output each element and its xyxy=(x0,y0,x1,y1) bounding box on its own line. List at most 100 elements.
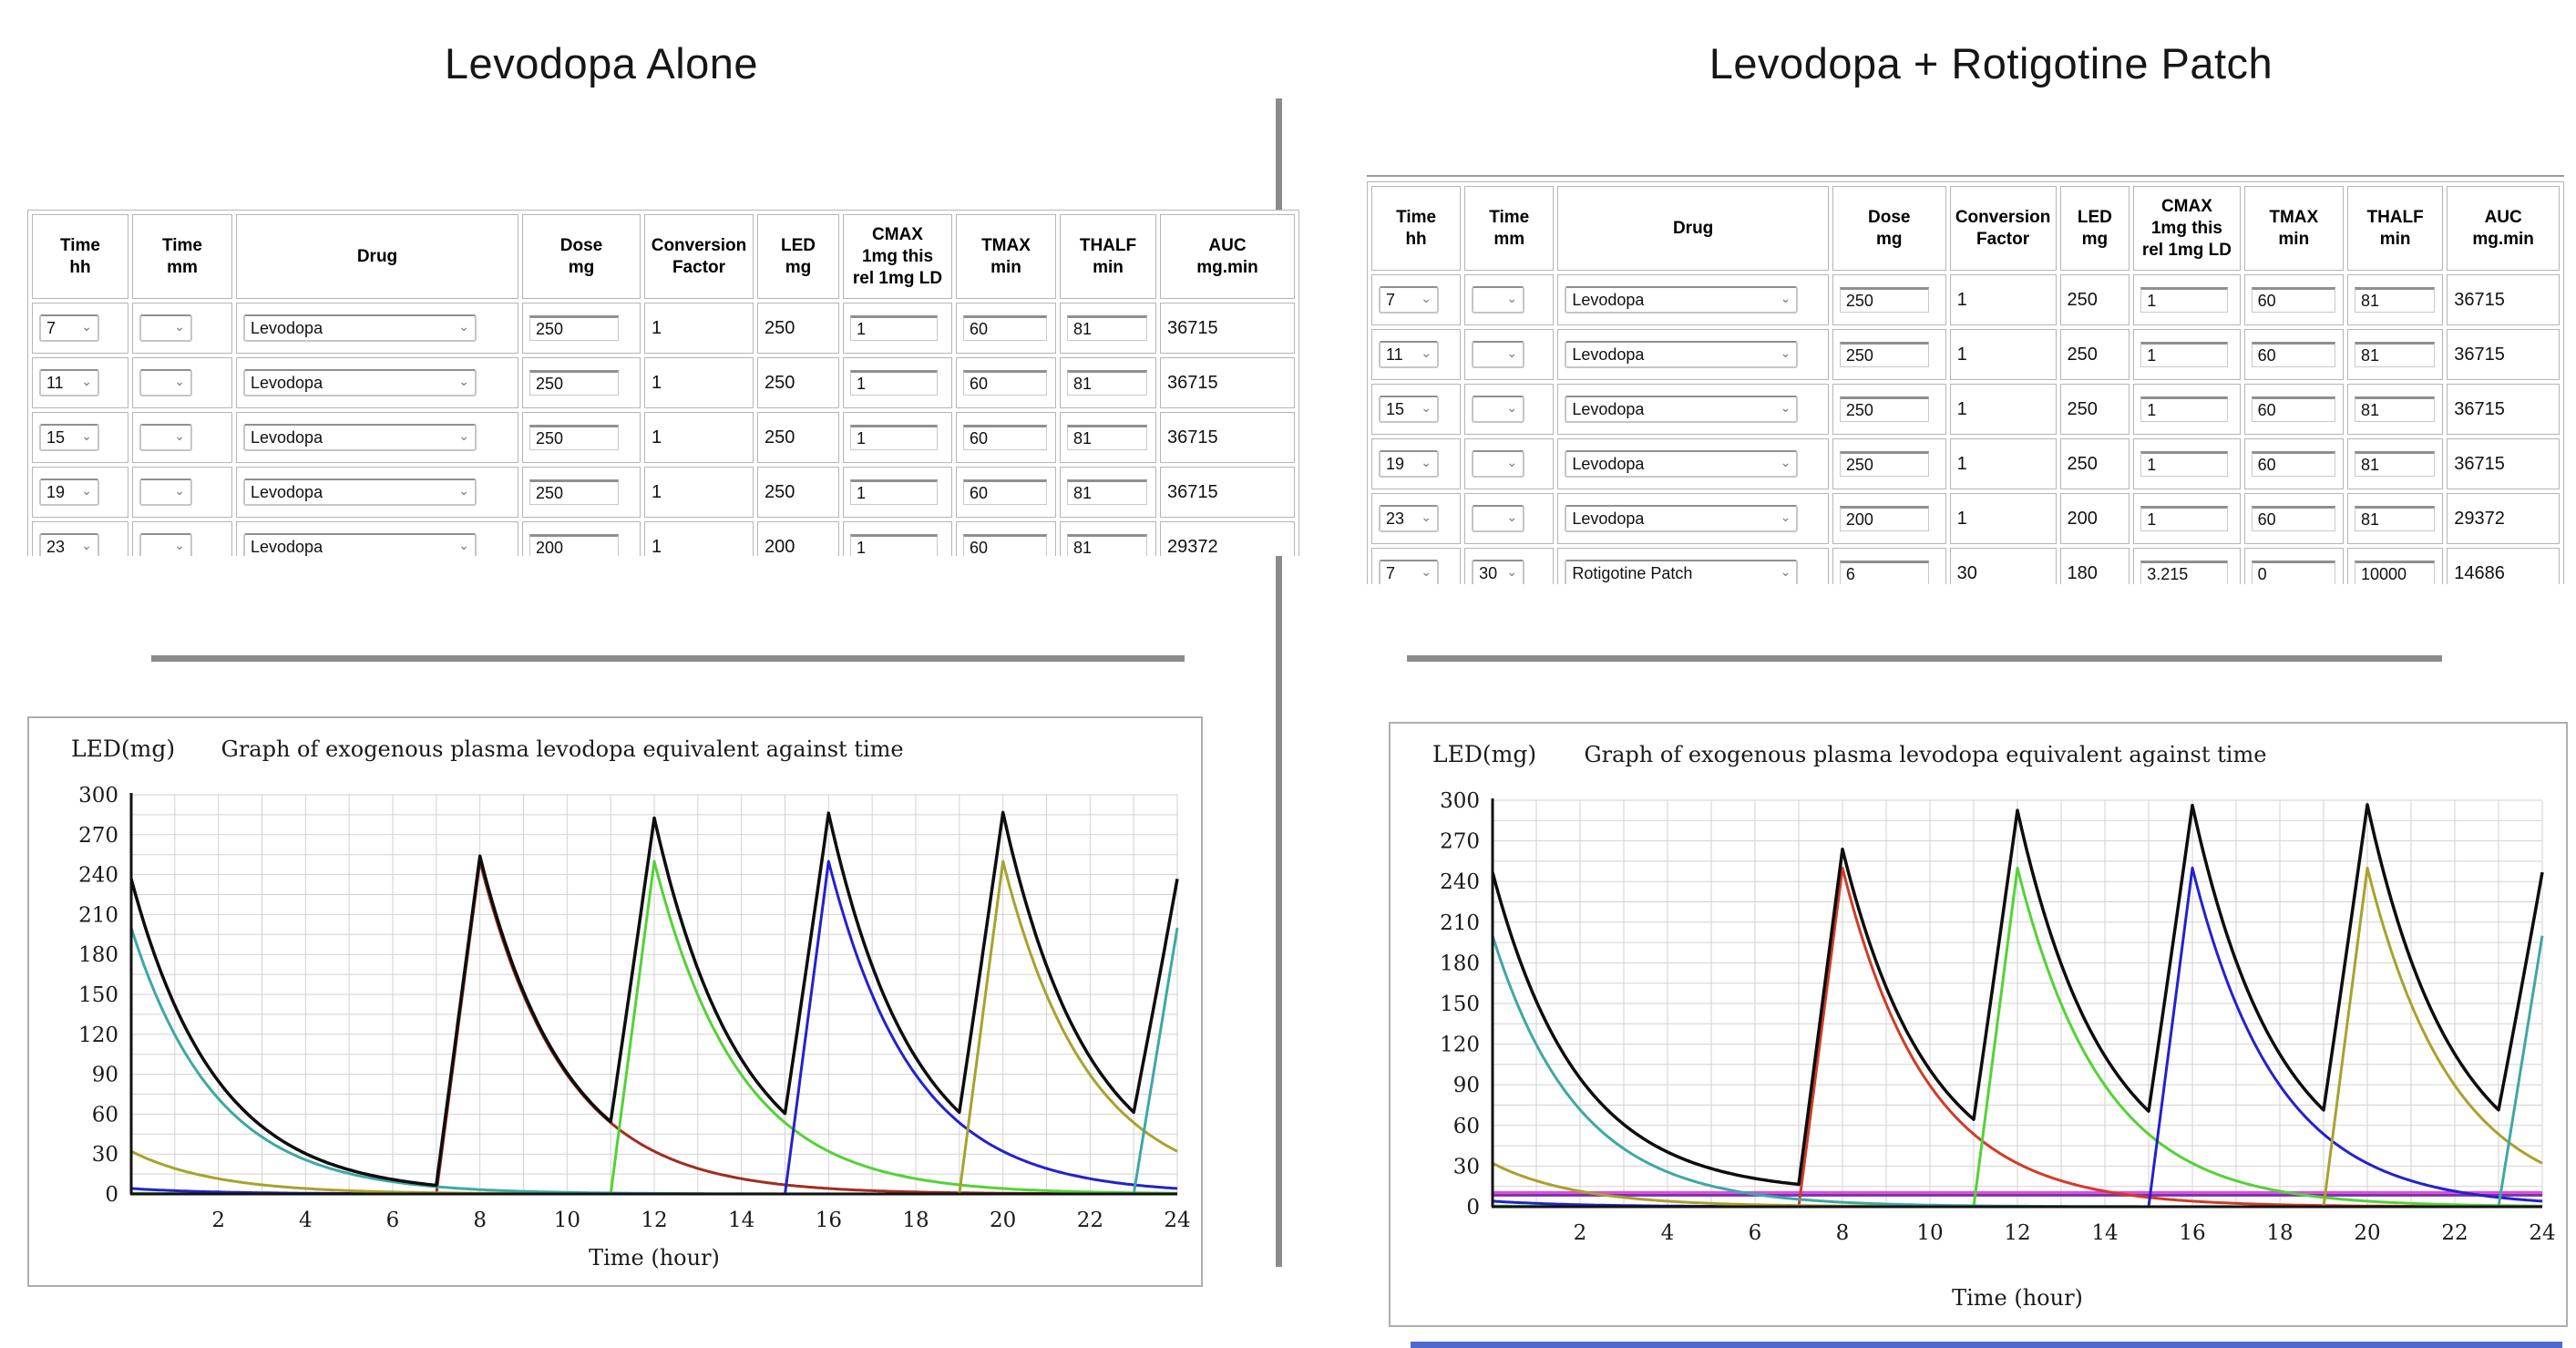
drug-select[interactable]: Rotigotine Patch ⌄ xyxy=(1565,560,1799,584)
thalf-input[interactable]: 81 xyxy=(1067,534,1147,556)
thalf-input[interactable]: 81 xyxy=(2354,342,2435,368)
chevron-down-icon: ⌄ xyxy=(458,428,469,444)
cmax-input[interactable]: 1 xyxy=(850,315,938,342)
thalf-input[interactable]: 81 xyxy=(2354,506,2435,532)
hh-select[interactable]: 23 ⌄ xyxy=(1379,505,1439,533)
dose-input[interactable]: 250 xyxy=(529,315,619,342)
drug-select[interactable]: Levodopa ⌄ xyxy=(1565,396,1799,424)
y-axis-label: LED(mg) xyxy=(71,736,175,762)
tmax-input[interactable]: 0 xyxy=(2251,561,2335,584)
thalf-input[interactable]: 81 xyxy=(1067,315,1147,342)
cmax-input[interactable]: 1 xyxy=(850,534,938,556)
thalf-input[interactable]: 81 xyxy=(1067,370,1147,396)
dose-input[interactable]: 250 xyxy=(529,370,619,396)
drug-select[interactable]: Levodopa ⌄ xyxy=(243,369,477,397)
y-axis-label: LED(mg) xyxy=(1432,741,1536,767)
drug-select[interactable]: Levodopa ⌄ xyxy=(243,533,477,556)
thalf-input[interactable]: 81 xyxy=(2354,287,2435,314)
hh-select[interactable]: 19 ⌄ xyxy=(39,478,99,507)
y-tick-label: 0 xyxy=(105,1183,118,1207)
dose-input[interactable]: 250 xyxy=(1839,396,1929,423)
chevron-down-icon: ⌄ xyxy=(458,483,469,499)
thalf-input[interactable]: 81 xyxy=(1067,425,1147,451)
thalf-input[interactable]: 81 xyxy=(1067,479,1147,506)
drug-select[interactable]: Levodopa ⌄ xyxy=(243,314,477,343)
mm-select[interactable]: ⌄ xyxy=(139,314,192,343)
tmax-input[interactable]: 60 xyxy=(963,479,1047,506)
cmax-input[interactable]: 1 xyxy=(2140,342,2229,368)
tmax-input[interactable]: 60 xyxy=(2251,506,2335,532)
cmax-input[interactable]: 3.215 xyxy=(2140,561,2229,584)
dose-input[interactable]: 250 xyxy=(1839,342,1929,368)
mm-select[interactable]: ⌄ xyxy=(139,533,192,556)
dose-input[interactable]: 250 xyxy=(1839,451,1929,478)
cmax-input[interactable]: 1 xyxy=(2140,287,2229,314)
thalf-input[interactable]: 81 xyxy=(2354,451,2435,478)
drug-select[interactable]: Levodopa ⌄ xyxy=(1565,286,1799,314)
cell-drug: Levodopa ⌄ xyxy=(1557,493,1829,545)
tmax-input[interactable]: 60 xyxy=(2251,287,2335,314)
hh-select[interactable]: 15 ⌄ xyxy=(1379,396,1439,424)
drug-select[interactable]: Levodopa ⌄ xyxy=(243,424,477,452)
cmax-input[interactable]: 1 xyxy=(850,370,938,396)
drug-select[interactable]: Levodopa ⌄ xyxy=(1565,450,1799,478)
hh-select[interactable]: 11 ⌄ xyxy=(1379,341,1439,369)
dose-input[interactable]: 250 xyxy=(529,479,619,506)
dose-input[interactable]: 200 xyxy=(1839,506,1929,532)
cell-dose: 250 xyxy=(522,303,641,355)
cmax-input[interactable]: 1 xyxy=(2140,506,2229,532)
hh-select[interactable]: 19 ⌄ xyxy=(1379,450,1439,478)
cmax-input[interactable]: 1 xyxy=(2140,396,2229,423)
x-tick-label: 18 xyxy=(902,1209,929,1232)
auc-value: 29372 xyxy=(1167,536,1218,556)
dose-input[interactable]: 200 xyxy=(529,534,619,556)
cmax-input[interactable]: 1 xyxy=(850,479,938,506)
dose-input[interactable]: 250 xyxy=(1839,287,1929,314)
cell-cf: 1 xyxy=(1949,438,2057,490)
chevron-down-icon: ⌄ xyxy=(81,483,92,499)
cell-cmax: 1 xyxy=(843,521,952,556)
auc-value: 36715 xyxy=(2454,398,2505,419)
cell-cmax: 1 xyxy=(2133,493,2241,545)
drug-select[interactable]: Levodopa ⌄ xyxy=(243,478,477,507)
mm-select[interactable]: ⌄ xyxy=(139,369,192,397)
mm-select[interactable]: ⌄ xyxy=(1472,505,1525,533)
cf-value: 30 xyxy=(1956,562,1977,583)
tmax-input[interactable]: 60 xyxy=(963,370,1047,396)
drug-select[interactable]: Levodopa ⌄ xyxy=(1565,505,1799,533)
chevron-down-icon: ⌄ xyxy=(1506,345,1518,361)
cmax-input[interactable]: 1 xyxy=(2140,451,2229,478)
col-header-thalf: THALF min xyxy=(1060,214,1156,300)
cell-mm: ⌄ xyxy=(132,521,232,556)
cell-hh: 7 ⌄ xyxy=(1371,274,1462,326)
mm-select[interactable]: ⌄ xyxy=(1472,341,1525,369)
hh-select[interactable]: 7 ⌄ xyxy=(1379,286,1439,314)
col-header-auc: AUC mg.min xyxy=(2447,186,2560,272)
cell-thalf: 81 xyxy=(2346,274,2444,326)
tmax-input[interactable]: 60 xyxy=(2251,451,2335,478)
thalf-input[interactable]: 81 xyxy=(2354,396,2435,423)
tmax-input[interactable]: 60 xyxy=(2251,342,2335,368)
tmax-input[interactable]: 60 xyxy=(963,425,1047,451)
mm-select[interactable]: ⌄ xyxy=(1472,450,1525,478)
mm-select[interactable]: ⌄ xyxy=(1472,286,1525,314)
dose-input[interactable]: 250 xyxy=(529,425,619,451)
tmax-input[interactable]: 60 xyxy=(963,315,1047,342)
left-led-chart: LED(mg) Graph of exogenous plasma levodop… xyxy=(27,716,1203,1287)
dose-input[interactable]: 6 xyxy=(1839,561,1929,584)
tmax-input[interactable]: 60 xyxy=(963,534,1047,556)
thalf-input[interactable]: 10000 xyxy=(2354,561,2435,584)
mm-select[interactable]: 30 ⌄ xyxy=(1472,560,1525,584)
hh-select[interactable]: 23 ⌄ xyxy=(39,533,99,556)
hh-select[interactable]: 11 ⌄ xyxy=(39,369,99,397)
mm-select[interactable]: ⌄ xyxy=(139,478,192,507)
hh-select[interactable]: 7 ⌄ xyxy=(1379,560,1439,584)
y-tick-label: 300 xyxy=(1440,789,1480,813)
hh-select[interactable]: 7 ⌄ xyxy=(39,314,99,343)
cmax-input[interactable]: 1 xyxy=(850,425,938,451)
tmax-input[interactable]: 60 xyxy=(2251,396,2335,423)
mm-select[interactable]: ⌄ xyxy=(1472,396,1525,424)
drug-select[interactable]: Levodopa ⌄ xyxy=(1565,341,1799,369)
hh-select[interactable]: 15 ⌄ xyxy=(39,424,99,452)
mm-select[interactable]: ⌄ xyxy=(139,424,192,452)
